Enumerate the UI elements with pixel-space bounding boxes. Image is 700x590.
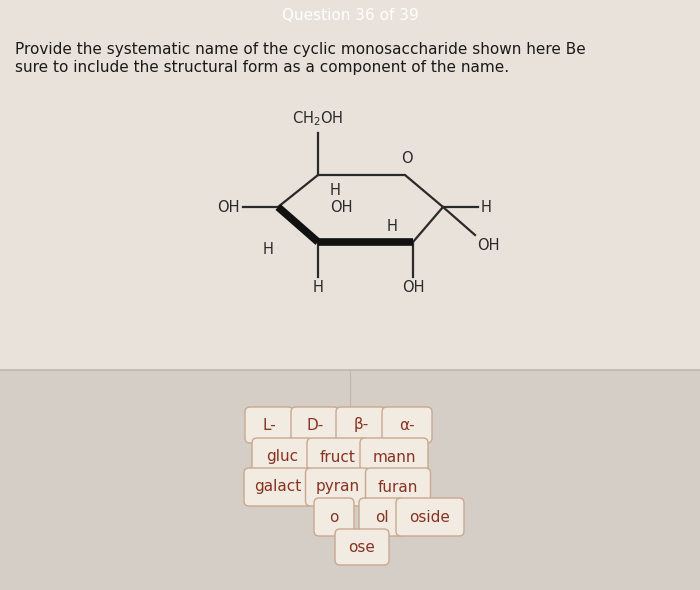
Text: galact: galact <box>254 480 302 494</box>
Text: fruct: fruct <box>320 450 356 464</box>
FancyBboxPatch shape <box>291 407 339 443</box>
Text: H: H <box>481 199 492 215</box>
FancyBboxPatch shape <box>314 498 354 536</box>
Text: OH: OH <box>330 200 353 215</box>
FancyBboxPatch shape <box>252 438 312 476</box>
Text: pyran: pyran <box>316 480 360 494</box>
Text: β-: β- <box>354 418 369 432</box>
Bar <box>0 370 700 590</box>
Text: o: o <box>329 510 339 525</box>
FancyBboxPatch shape <box>382 407 432 443</box>
Text: OH: OH <box>218 199 240 215</box>
Text: Question 36 of 39: Question 36 of 39 <box>281 8 419 22</box>
FancyBboxPatch shape <box>335 529 389 565</box>
Text: oside: oside <box>410 510 450 525</box>
FancyBboxPatch shape <box>307 438 369 476</box>
Text: sure to include the structural form as a component of the name.: sure to include the structural form as a… <box>15 60 509 75</box>
Text: H: H <box>330 183 341 198</box>
Text: O: O <box>401 151 413 166</box>
FancyBboxPatch shape <box>360 438 428 476</box>
FancyBboxPatch shape <box>305 468 370 506</box>
Text: L-: L- <box>262 418 276 432</box>
Text: OH: OH <box>402 280 424 295</box>
FancyBboxPatch shape <box>336 407 386 443</box>
Text: ose: ose <box>349 539 375 555</box>
Text: ol: ol <box>375 510 389 525</box>
Text: D-: D- <box>307 418 323 432</box>
Text: H: H <box>386 219 397 234</box>
Text: furan: furan <box>378 480 418 494</box>
Text: H: H <box>313 280 323 295</box>
Text: Provide the systematic name of the cyclic monosaccharide shown here Be: Provide the systematic name of the cycli… <box>15 42 586 57</box>
FancyBboxPatch shape <box>365 468 430 506</box>
FancyBboxPatch shape <box>359 498 405 536</box>
Text: H: H <box>262 242 274 257</box>
FancyBboxPatch shape <box>244 468 312 506</box>
Text: α-: α- <box>399 418 415 432</box>
Text: mann: mann <box>372 450 416 464</box>
Text: CH$_2$OH: CH$_2$OH <box>293 109 344 128</box>
FancyBboxPatch shape <box>396 498 464 536</box>
FancyBboxPatch shape <box>245 407 293 443</box>
Text: gluc: gluc <box>266 450 298 464</box>
Text: OH: OH <box>477 238 500 253</box>
